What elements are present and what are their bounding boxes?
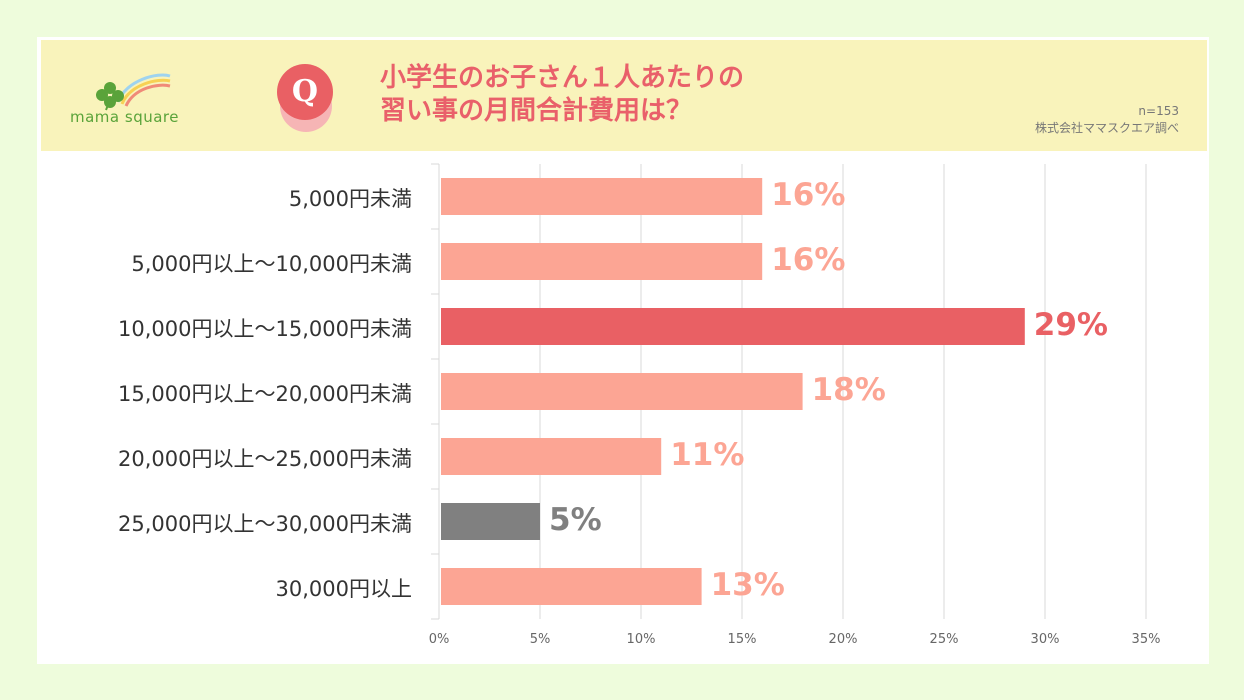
title-line-2: 習い事の月間合計費用は？ (380, 96, 693, 126)
y-category-label: 20,000円以上～25,000円未満 (118, 446, 412, 471)
title-line-1: 小学生のお子さん１人あたりの (380, 63, 745, 93)
survey-source: 株式会社ママスクエア調べ (1034, 121, 1179, 135)
data-label: 18% (811, 371, 886, 408)
data-label: 16% (771, 241, 846, 278)
x-tick-label: 15% (727, 632, 757, 647)
x-tick-label: 10% (626, 632, 656, 647)
y-category-label: 30,000円以上 (275, 576, 412, 601)
data-label: 16% (771, 176, 846, 213)
data-label: 13% (710, 566, 785, 603)
sample-size: n=153 (1138, 104, 1179, 118)
question-letter: Q (291, 74, 319, 109)
x-tick-label: 5% (529, 632, 551, 647)
survey-note: n=153 株式会社ママスクエア調べ (1035, 103, 1179, 137)
data-label: 11% (670, 436, 745, 473)
data-label: 29% (1033, 306, 1108, 343)
x-tick-label: 30% (1030, 632, 1060, 647)
y-category-label: 25,000円以上～30,000円未満 (118, 511, 412, 536)
y-category-label: 5,000円未満 (288, 186, 412, 211)
x-tick-label: 20% (828, 632, 858, 647)
clover-icon (96, 82, 124, 111)
x-tick-label: 0% (428, 632, 450, 647)
logo-text: mama square (70, 108, 179, 126)
y-category-label: 5,000円以上～10,000円未満 (131, 251, 412, 276)
x-tick-label: 25% (929, 632, 959, 647)
question-badge-icon (277, 64, 333, 132)
header-banner (41, 40, 1207, 151)
mama-square-logo (96, 73, 171, 111)
data-label: 5% (549, 501, 602, 538)
y-category-label: 10,000円以上～15,000円未満 (118, 316, 412, 341)
x-tick-label: 35% (1131, 632, 1161, 647)
page-title: 小学生のお子さん１人あたりの 習い事の月間合計費用は？ (380, 62, 744, 128)
y-category-label: 15,000円以上～20,000円未満 (118, 381, 412, 406)
